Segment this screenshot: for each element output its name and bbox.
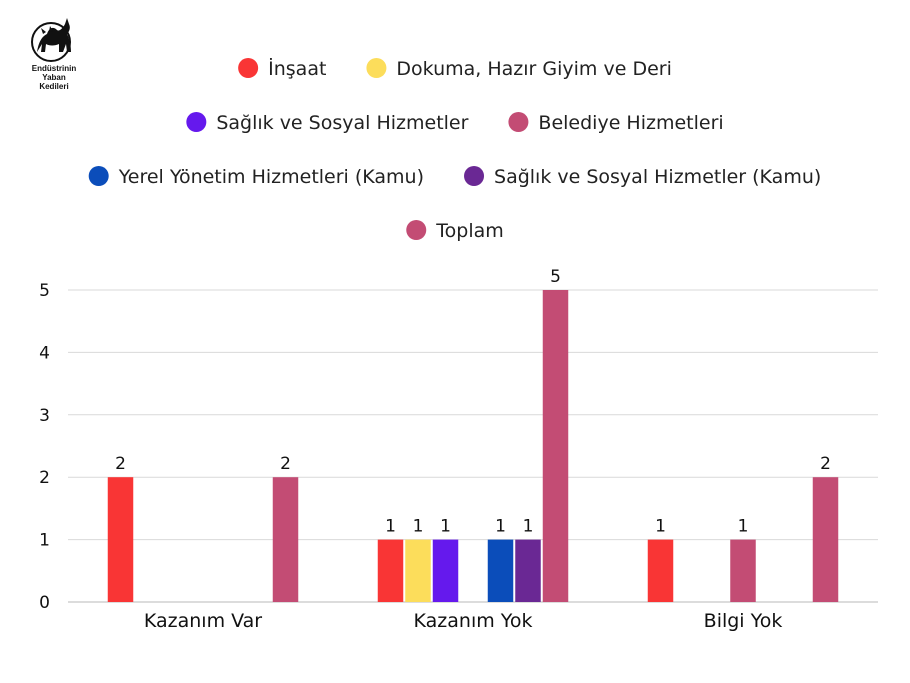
bar-4-1 xyxy=(487,539,514,602)
legend-label-2: Sağlık ve Sosyal Hizmetler xyxy=(216,112,468,134)
bar-3-2 xyxy=(730,539,756,602)
x-axis: Kazanım Var Kazanım Yok Bilgi Yok xyxy=(144,610,782,632)
x-tick-label-2: Bilgi Yok xyxy=(704,610,783,632)
legend-label-5: Sağlık ve Sosyal Hizmetler (Kamu) xyxy=(494,166,821,188)
data-label-3-2: 1 xyxy=(738,517,749,537)
legend-swatch-1 xyxy=(366,58,387,78)
legend-swatch-0 xyxy=(238,58,259,78)
y-tick-label-0: 0 xyxy=(39,593,50,613)
legend-label-0: İnşaat xyxy=(268,57,326,80)
bar-6-0 xyxy=(272,477,299,602)
data-label-1-1: 1 xyxy=(413,517,424,537)
legend-swatch-3 xyxy=(508,112,529,132)
y-tick-label-4: 4 xyxy=(39,343,50,363)
data-label-0-2: 1 xyxy=(655,517,666,537)
data-label-4-1: 1 xyxy=(495,517,506,537)
bars xyxy=(107,290,839,602)
data-label-6-2: 2 xyxy=(820,454,831,474)
y-tick-label-2: 2 xyxy=(39,468,50,488)
y-tick-label-3: 3 xyxy=(39,406,50,426)
x-tick-label-0: Kazanım Var xyxy=(144,610,262,632)
legend: İnşaat Dokuma, Hazır Giyim ve Deri Sağlık … xyxy=(88,57,821,242)
bar-0-0 xyxy=(107,477,134,602)
data-label-2-1: 1 xyxy=(440,517,451,537)
bar-6-2 xyxy=(812,477,839,602)
black-cat-icon xyxy=(31,18,71,62)
legend-label-1: Dokuma, Hazır Giyim ve Deri xyxy=(396,58,671,80)
bar-0-1 xyxy=(377,539,404,602)
bar-6-1 xyxy=(542,290,569,602)
legend-swatch-4 xyxy=(88,166,109,186)
logo-text-line-2: Yaban xyxy=(42,73,66,82)
bar-5-1 xyxy=(515,539,541,602)
y-tick-label-5: 5 xyxy=(39,281,50,301)
legend-swatch-6 xyxy=(406,220,427,240)
legend-label-3: Belediye Hizmetleri xyxy=(538,112,723,134)
legend-swatch-5 xyxy=(464,166,485,186)
y-axis: 0 1 2 3 4 5 xyxy=(39,281,50,613)
bar-1-1 xyxy=(405,539,431,602)
logo-text-line-1: Endüstrinin xyxy=(31,64,77,73)
legend-label-4: Yerel Yönetim Hizmetleri (Kamu) xyxy=(118,166,424,188)
data-label-5-1: 1 xyxy=(523,517,534,537)
data-label-0-0: 2 xyxy=(115,454,126,474)
data-label-6-0: 2 xyxy=(280,454,291,474)
legend-swatch-2 xyxy=(186,112,207,132)
x-tick-label-1: Kazanım Yok xyxy=(414,610,533,632)
bar-0-2 xyxy=(647,539,674,602)
y-tick-label-1: 1 xyxy=(39,531,50,551)
legend-label-6: Toplam xyxy=(435,220,504,242)
logo-text-line-3: Kedileri xyxy=(39,82,69,91)
data-label-0-1: 1 xyxy=(385,517,396,537)
bar-2-1 xyxy=(432,539,459,602)
data-label-6-1: 5 xyxy=(550,267,561,287)
logo: Endüstrinin Yaban Kedileri xyxy=(22,16,86,91)
grid-lines xyxy=(68,289,878,603)
data-labels: 2 21 1 1 1 151 12 xyxy=(115,267,831,537)
